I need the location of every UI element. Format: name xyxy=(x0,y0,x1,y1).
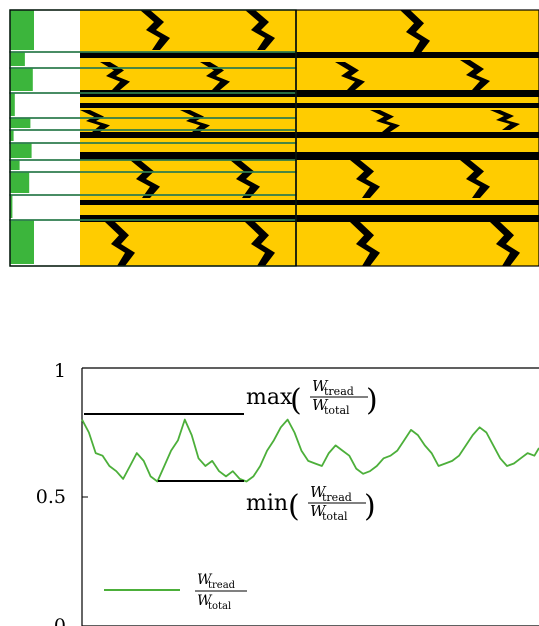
lateral-groove xyxy=(245,222,275,266)
horizontal-groove xyxy=(80,152,539,160)
series-line-w-ratio xyxy=(81,418,539,483)
lateral-groove xyxy=(245,10,275,50)
indicator-rows xyxy=(10,10,34,264)
indicator-cell xyxy=(10,52,25,66)
max-close-paren: ) xyxy=(366,383,378,418)
legend-num-var: W xyxy=(197,572,213,588)
min-prefix: min xyxy=(246,491,288,516)
lateral-groove xyxy=(200,62,230,90)
lateral-groove xyxy=(80,110,110,132)
indicator-cell xyxy=(10,118,31,128)
tread-grooves xyxy=(80,10,539,266)
indicator-cell xyxy=(10,130,14,141)
indicator-cell xyxy=(10,93,15,116)
lateral-groove xyxy=(370,110,400,132)
lateral-groove xyxy=(140,10,170,50)
indicator-cell xyxy=(10,68,33,91)
horizontal-groove xyxy=(80,90,539,97)
horizontal-groove xyxy=(80,103,539,108)
lateral-groove xyxy=(460,160,490,198)
horizontal-groove xyxy=(80,52,539,58)
indicator-cell xyxy=(10,160,20,170)
lateral-groove xyxy=(400,10,430,54)
max-open-paren: ( xyxy=(290,383,302,418)
horizontal-groove xyxy=(80,132,539,138)
horizontal-groove xyxy=(80,215,539,222)
lateral-groove xyxy=(460,60,490,90)
white-strip xyxy=(34,10,80,266)
max-den-var: W xyxy=(312,396,329,414)
min-annotation: min ( W tread W total ) xyxy=(246,483,376,524)
indicator-cell xyxy=(10,10,34,50)
y-tick-label-bottom: 0 xyxy=(54,615,66,626)
max-den-sub: total xyxy=(324,404,350,417)
min-num-var: W xyxy=(310,483,327,501)
min-den-var: W xyxy=(310,502,327,520)
indicator-cell xyxy=(10,195,13,218)
legend-num-sub: tread xyxy=(208,580,236,591)
max-num-sub: tread xyxy=(324,385,354,398)
y-tick-label-top: 1 xyxy=(54,360,66,382)
min-close-paren: ) xyxy=(364,489,376,524)
lateral-groove xyxy=(350,222,380,266)
tread-image xyxy=(9,9,539,267)
legend-den-var: W xyxy=(197,593,213,609)
indicator-cell xyxy=(10,172,30,193)
legend-den-sub: total xyxy=(208,601,231,612)
indicator-cell xyxy=(10,220,34,264)
lateral-groove xyxy=(105,222,135,266)
lateral-groove xyxy=(490,222,520,266)
chart: 1 0.5 0 max ( W tread W total ) min ( W … xyxy=(36,360,539,626)
legend: W tread W total xyxy=(104,572,247,612)
tread-border xyxy=(9,9,539,267)
lateral-groove xyxy=(230,160,260,198)
y-tick-label-mid: 0.5 xyxy=(36,486,66,508)
max-num-var: W xyxy=(312,377,329,395)
min-den-sub: total xyxy=(322,510,348,523)
max-prefix: max xyxy=(246,385,293,410)
min-open-paren: ( xyxy=(288,489,300,524)
min-num-sub: tread xyxy=(322,491,352,504)
lateral-groove xyxy=(335,62,365,90)
lateral-groove xyxy=(130,160,160,198)
horizontal-groove xyxy=(80,200,539,205)
lateral-groove xyxy=(490,110,520,130)
max-annotation: max ( W tread W total ) xyxy=(246,377,378,418)
lateral-groove xyxy=(100,62,130,90)
tread-frames xyxy=(9,9,539,267)
lateral-groove xyxy=(180,110,210,132)
indicator-cell xyxy=(10,143,32,158)
lateral-groove xyxy=(350,160,380,198)
